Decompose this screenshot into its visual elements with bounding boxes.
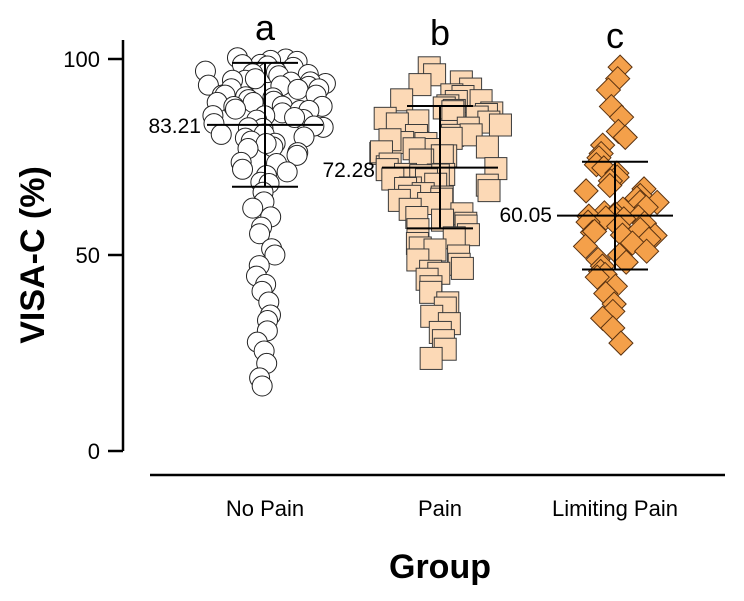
category-label-pain: Pain bbox=[418, 496, 462, 521]
x-axis-label: Group bbox=[389, 548, 491, 586]
category-label-no-pain: No Pain bbox=[226, 496, 304, 521]
data-point bbox=[249, 223, 271, 245]
data-point bbox=[477, 179, 501, 203]
data-point bbox=[284, 107, 306, 129]
data-point bbox=[242, 197, 264, 219]
data-point bbox=[431, 208, 455, 232]
data-point bbox=[286, 144, 308, 166]
data-point bbox=[244, 68, 266, 90]
data-point bbox=[210, 123, 232, 145]
points-pain bbox=[369, 56, 512, 370]
data-point bbox=[633, 238, 660, 264]
mean-label-limiting-pain: 60.05 bbox=[499, 204, 552, 227]
mean-label-no-pain: 83.21 bbox=[148, 115, 201, 138]
data-point bbox=[408, 73, 432, 97]
significance-letter-b: b bbox=[430, 12, 450, 53]
mean-label-pain: 72.28 bbox=[322, 159, 375, 182]
data-point bbox=[251, 375, 273, 397]
y-tick-label-50: 50 bbox=[76, 243, 100, 268]
error-bars-no-pain bbox=[207, 61, 323, 188]
data-point bbox=[450, 256, 474, 280]
y-tick-label-100: 100 bbox=[63, 47, 100, 72]
data-point bbox=[276, 161, 298, 183]
data-point bbox=[419, 346, 443, 370]
data-point bbox=[287, 78, 309, 100]
data-point bbox=[255, 133, 277, 155]
data-point bbox=[264, 244, 286, 266]
data-point bbox=[613, 249, 639, 275]
data-point bbox=[584, 264, 610, 290]
points-no-pain bbox=[194, 47, 336, 397]
data-point bbox=[572, 233, 599, 260]
data-point bbox=[612, 124, 638, 151]
category-label-limiting-pain: Limiting Pain bbox=[552, 496, 678, 521]
data-point bbox=[488, 113, 512, 137]
significance-letter-a: a bbox=[255, 7, 276, 48]
y-tick-label-0: 0 bbox=[88, 439, 100, 464]
data-point bbox=[225, 98, 247, 120]
data-point bbox=[608, 330, 634, 356]
error-bars-pain bbox=[382, 105, 498, 230]
y-axis-label: VISA-C (%) bbox=[14, 166, 52, 344]
data-point bbox=[475, 135, 499, 159]
significance-letter-c: c bbox=[606, 15, 624, 56]
points-limiting-pain bbox=[572, 54, 670, 356]
data-point bbox=[573, 178, 599, 204]
data-point bbox=[232, 158, 254, 180]
error-bars-limiting-pain bbox=[557, 160, 673, 271]
